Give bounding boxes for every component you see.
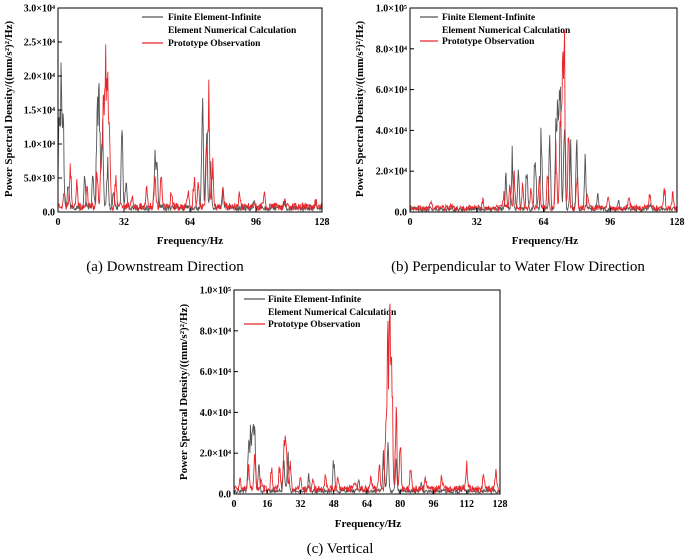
x-tick-label: 32	[472, 217, 482, 228]
x-tick-label: 64	[362, 499, 372, 510]
x-tick-label: 0	[232, 499, 237, 510]
x-axis-label: Frequency/Hz	[157, 235, 224, 247]
y-tick-label: 3.0×10⁴	[24, 4, 55, 15]
legend-label-numerical-1: Finite Element-Infinite	[268, 295, 361, 305]
legend-label-numerical-2: Element Numerical Calculation	[442, 26, 571, 36]
legend-label-numerical-2: Element Numerical Calculation	[268, 308, 397, 318]
series-line-numerical	[409, 86, 678, 213]
x-tick-label: 64	[185, 217, 195, 228]
y-tick-label: 8.0×10⁴	[376, 44, 407, 55]
x-tick-label: 0	[408, 217, 413, 228]
y-axis-label: Power Spectral Density/((mm/s²)²/Hz)	[3, 21, 15, 198]
x-tick-label: 48	[329, 499, 339, 510]
legend: Finite Element-Infinite Element Numerica…	[142, 13, 297, 49]
caption: (c) Vertical	[307, 541, 374, 557]
x-axis-label: Frequency/Hz	[335, 518, 402, 530]
legend: Finite Element-Infinite Element Numerica…	[420, 13, 571, 47]
chart-perpendicular: Power Spectral Density/((mm/s²)²/Hz) Fre…	[354, 4, 685, 276]
x-tick-label: 96	[429, 499, 439, 510]
x-tick-label: 128	[315, 217, 330, 228]
legend-label-observation: Prototype Observation	[268, 320, 361, 330]
y-tick-label: 1.0×10⁴	[24, 140, 55, 151]
x-tick-label: 112	[460, 499, 474, 510]
series-line-observation	[233, 303, 501, 495]
series-line-numerical	[233, 423, 501, 495]
chart-downstream: Power Spectral Density/((mm/s²)²/Hz) Fre…	[3, 4, 330, 276]
y-tick-label: 0.0	[43, 208, 56, 219]
y-tick-label: 1.0×10⁵	[376, 4, 407, 15]
x-tick-label: 32	[119, 217, 129, 228]
y-tick-label: 0.0	[395, 208, 408, 219]
series-line-numerical	[57, 62, 323, 213]
y-tick-label: 2.0×10⁴	[24, 72, 55, 83]
y-tick-label: 8.0×10⁴	[200, 326, 231, 337]
y-axis-label: Power Spectral Density/((mm/s²)²/Hz)	[178, 304, 190, 481]
legend-label-numerical-1: Finite Element-Infinite	[168, 13, 261, 23]
caption: (b) Perpendicular to Water Flow Directio…	[391, 259, 645, 275]
y-axis-label: Power Spectral Density/((mm/s²)²/Hz)	[354, 21, 366, 198]
legend-label-numerical-1: Finite Element-Infinite	[442, 13, 535, 23]
x-tick-label: 0	[56, 217, 61, 228]
x-tick-label: 128	[670, 217, 685, 228]
x-tick-label: 16	[262, 499, 272, 510]
chart-vertical: Power Spectral Density/((mm/s²)²/Hz) Fre…	[178, 286, 508, 558]
y-tick-label: 0.0	[219, 490, 232, 501]
y-tick-label: 2.5×10⁴	[24, 38, 55, 49]
y-tick-label: 5.0×10³	[24, 174, 55, 185]
x-tick-label: 96	[251, 217, 261, 228]
y-tick-label: 6.0×10⁴	[200, 367, 231, 378]
x-tick-label: 64	[539, 217, 549, 228]
y-tick-label: 4.0×10⁴	[376, 126, 407, 137]
x-tick-label: 128	[493, 499, 508, 510]
y-tick-label: 6.0×10⁴	[376, 85, 407, 96]
legend: Finite Element-Infinite Element Numerica…	[244, 295, 397, 330]
x-tick-label: 96	[605, 217, 615, 228]
y-tick-label: 2.0×10⁴	[200, 449, 231, 460]
caption: (a) Downstream Direction	[86, 259, 244, 275]
x-tick-label: 80	[395, 499, 405, 510]
legend-label-observation: Prototype Observation	[168, 39, 261, 49]
y-tick-label: 1.5×10⁴	[24, 106, 55, 117]
y-tick-label: 1.0×10⁵	[200, 286, 231, 297]
y-tick-label: 2.0×10⁴	[376, 167, 407, 178]
y-tick-label: 4.0×10⁴	[200, 408, 231, 419]
series-line-observation	[409, 30, 678, 213]
series-line-observation	[57, 44, 323, 212]
legend-label-observation: Prototype Observation	[442, 37, 535, 47]
legend-label-numerical-2: Element Numerical Calculation	[168, 26, 297, 36]
x-axis-label: Frequency/Hz	[512, 235, 579, 247]
x-tick-label: 32	[296, 499, 306, 510]
